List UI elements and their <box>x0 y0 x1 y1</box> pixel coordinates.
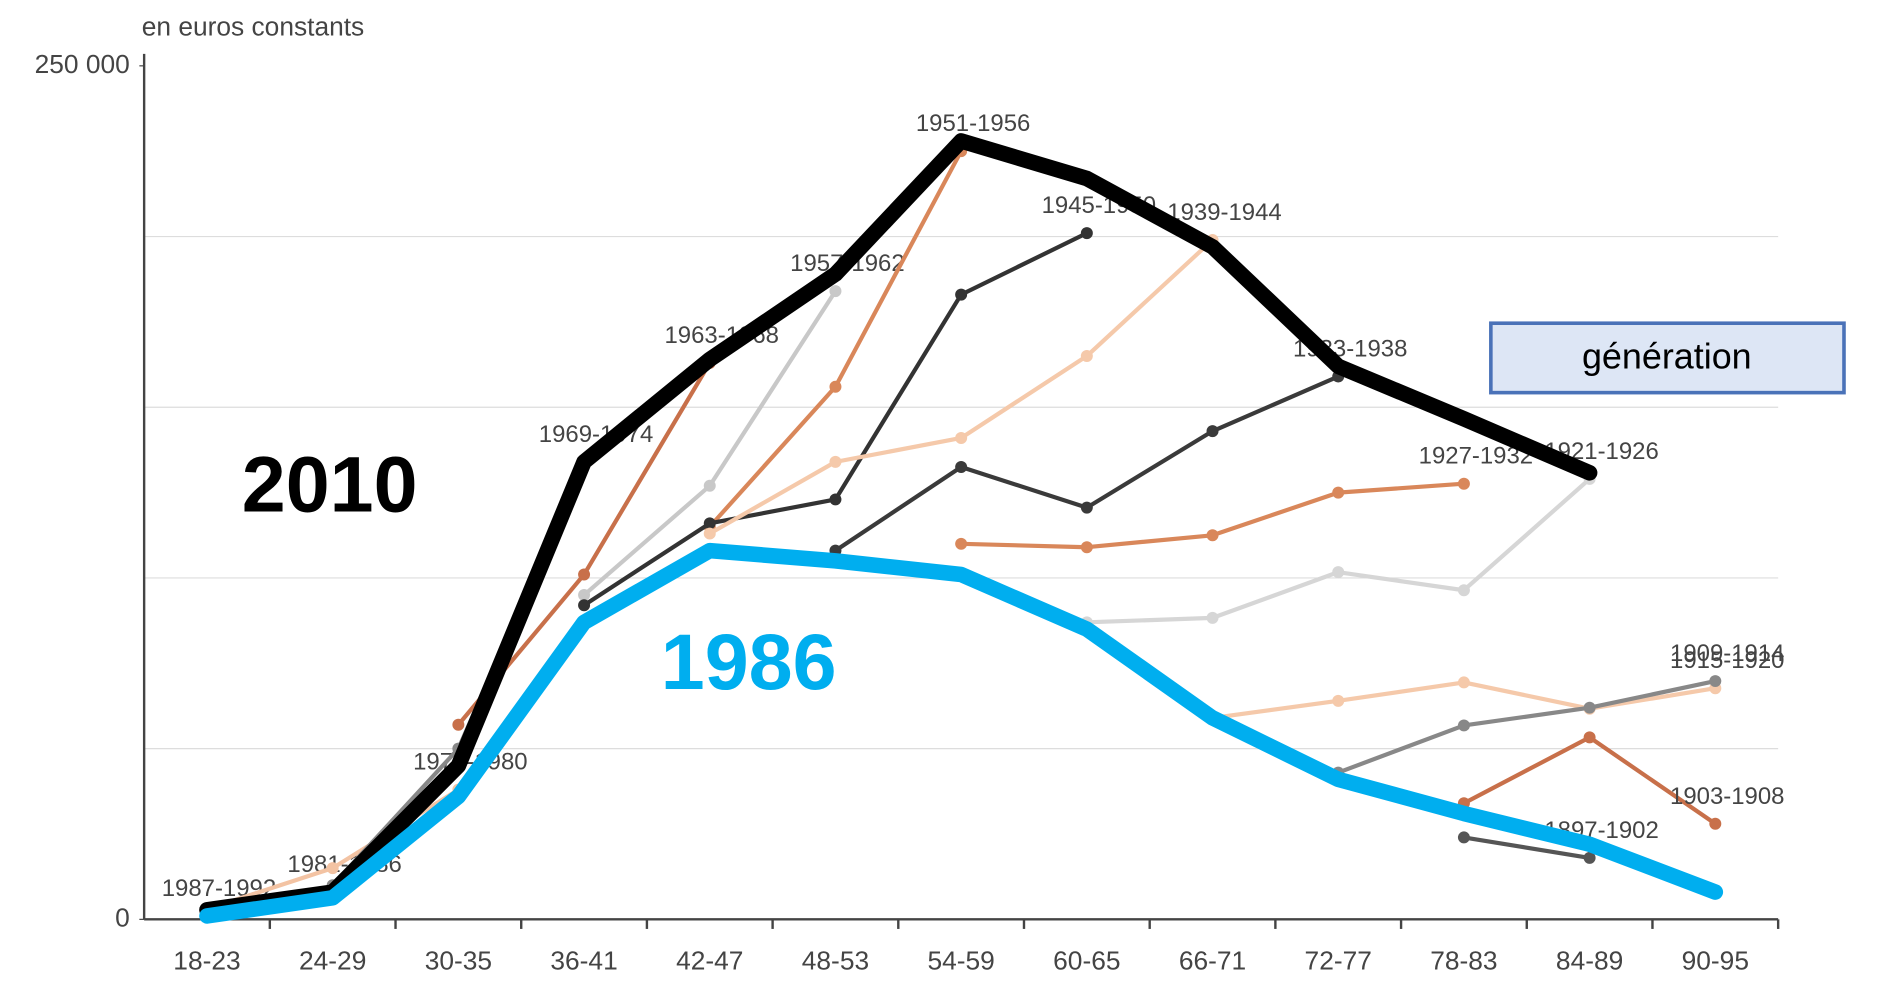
point <box>1709 675 1722 688</box>
point <box>955 537 968 550</box>
point <box>1583 851 1596 864</box>
x-tick-label: 24-29 <box>299 945 366 975</box>
point <box>1709 817 1722 830</box>
point <box>578 599 591 612</box>
x-tick-label: 84-89 <box>1556 945 1623 975</box>
point <box>955 461 968 473</box>
point <box>1206 529 1219 542</box>
point <box>578 589 591 602</box>
point <box>829 455 842 468</box>
x-tick-label: 42-47 <box>676 945 743 975</box>
overlay-label: 1986 <box>661 617 837 706</box>
x-tick-label: 66-71 <box>1179 945 1246 975</box>
x-tick-label: 30-35 <box>425 945 492 975</box>
series-line <box>707 237 1215 536</box>
axis-note: en euros constants <box>142 12 364 42</box>
point <box>829 493 842 506</box>
point <box>578 568 591 581</box>
point <box>452 718 465 731</box>
point <box>1457 584 1470 597</box>
point <box>1332 694 1345 707</box>
point <box>326 862 339 875</box>
series-line <box>1336 678 1718 775</box>
x-tick-label: 72-77 <box>1305 945 1372 975</box>
point <box>955 288 968 301</box>
point <box>1080 541 1093 554</box>
y-tick-label: 0 <box>115 902 130 932</box>
point <box>1457 719 1470 732</box>
x-tick-label: 90-95 <box>1682 945 1749 975</box>
point <box>1206 611 1219 624</box>
legend-title: génération <box>1582 336 1752 377</box>
x-tick-label: 36-41 <box>550 945 617 975</box>
x-tick-label: 18-23 <box>173 945 240 975</box>
point <box>703 517 716 530</box>
point <box>1457 477 1470 490</box>
x-tick-label: 60-65 <box>1053 945 1120 975</box>
point <box>1080 501 1093 514</box>
series-label: 1903-1908 <box>1670 783 1784 810</box>
point <box>1080 227 1093 240</box>
overlay-label: 2010 <box>242 440 418 529</box>
x-tick-label: 78-83 <box>1430 945 1497 975</box>
series-label: 1939-1944 <box>1167 199 1281 226</box>
series-line <box>833 374 1341 553</box>
series-line <box>1084 476 1592 625</box>
overlay-line <box>199 542 1724 924</box>
point <box>1457 676 1470 689</box>
series-label: 1909-1914 <box>1670 640 1784 667</box>
series-line <box>1461 835 1592 860</box>
overlay-line <box>199 133 1598 918</box>
series-label: 1951-1956 <box>916 110 1030 137</box>
point <box>1332 486 1345 499</box>
x-tick-label: 48-53 <box>802 945 869 975</box>
point <box>1332 566 1345 579</box>
point <box>703 527 716 540</box>
point <box>1457 831 1470 844</box>
point <box>829 380 842 393</box>
legend-box <box>1489 321 1846 395</box>
point <box>1080 350 1093 363</box>
x-tick-label: 54-59 <box>927 945 994 975</box>
point <box>1583 731 1596 744</box>
point <box>1206 425 1219 438</box>
series-line <box>1461 735 1718 826</box>
series-label: 1915-1920 <box>1670 647 1784 674</box>
y-tick-label: 250 000 <box>35 49 130 79</box>
point <box>829 285 842 298</box>
point <box>955 431 968 444</box>
point <box>1583 701 1596 714</box>
point <box>703 479 716 492</box>
